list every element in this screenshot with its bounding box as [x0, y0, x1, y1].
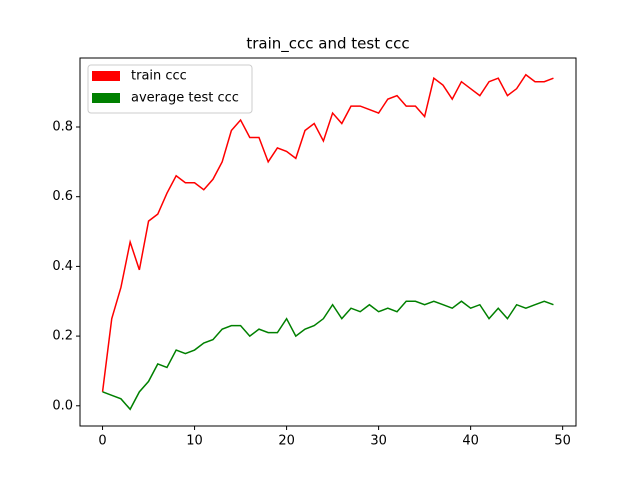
y-tick-label: 0.6 [52, 189, 73, 204]
plot-frame [79, 57, 577, 427]
line [101, 73, 554, 392]
chart-title: train_ccc and test ccc [246, 35, 409, 54]
y-tick-label: 0.0 [52, 398, 73, 413]
y-tick-label: 0.8 [52, 120, 73, 135]
x-tick-label: 50 [554, 434, 571, 449]
x-tick-label: 10 [186, 434, 203, 449]
legend-label: average test ccc [131, 91, 239, 106]
line [102, 300, 554, 411]
x-tick-label: 20 [278, 434, 295, 449]
legend-label: train ccc [131, 69, 187, 84]
x-tick-label: 30 [370, 434, 387, 449]
x-tick-label: 0 [98, 434, 106, 449]
legend-swatch [92, 93, 120, 103]
x-tick-label: 40 [462, 434, 479, 449]
legend-box [87, 64, 253, 114]
y-tick-label: 0.4 [52, 259, 73, 274]
y-tick-label: 0.2 [52, 329, 73, 344]
legend-swatch [92, 71, 120, 81]
